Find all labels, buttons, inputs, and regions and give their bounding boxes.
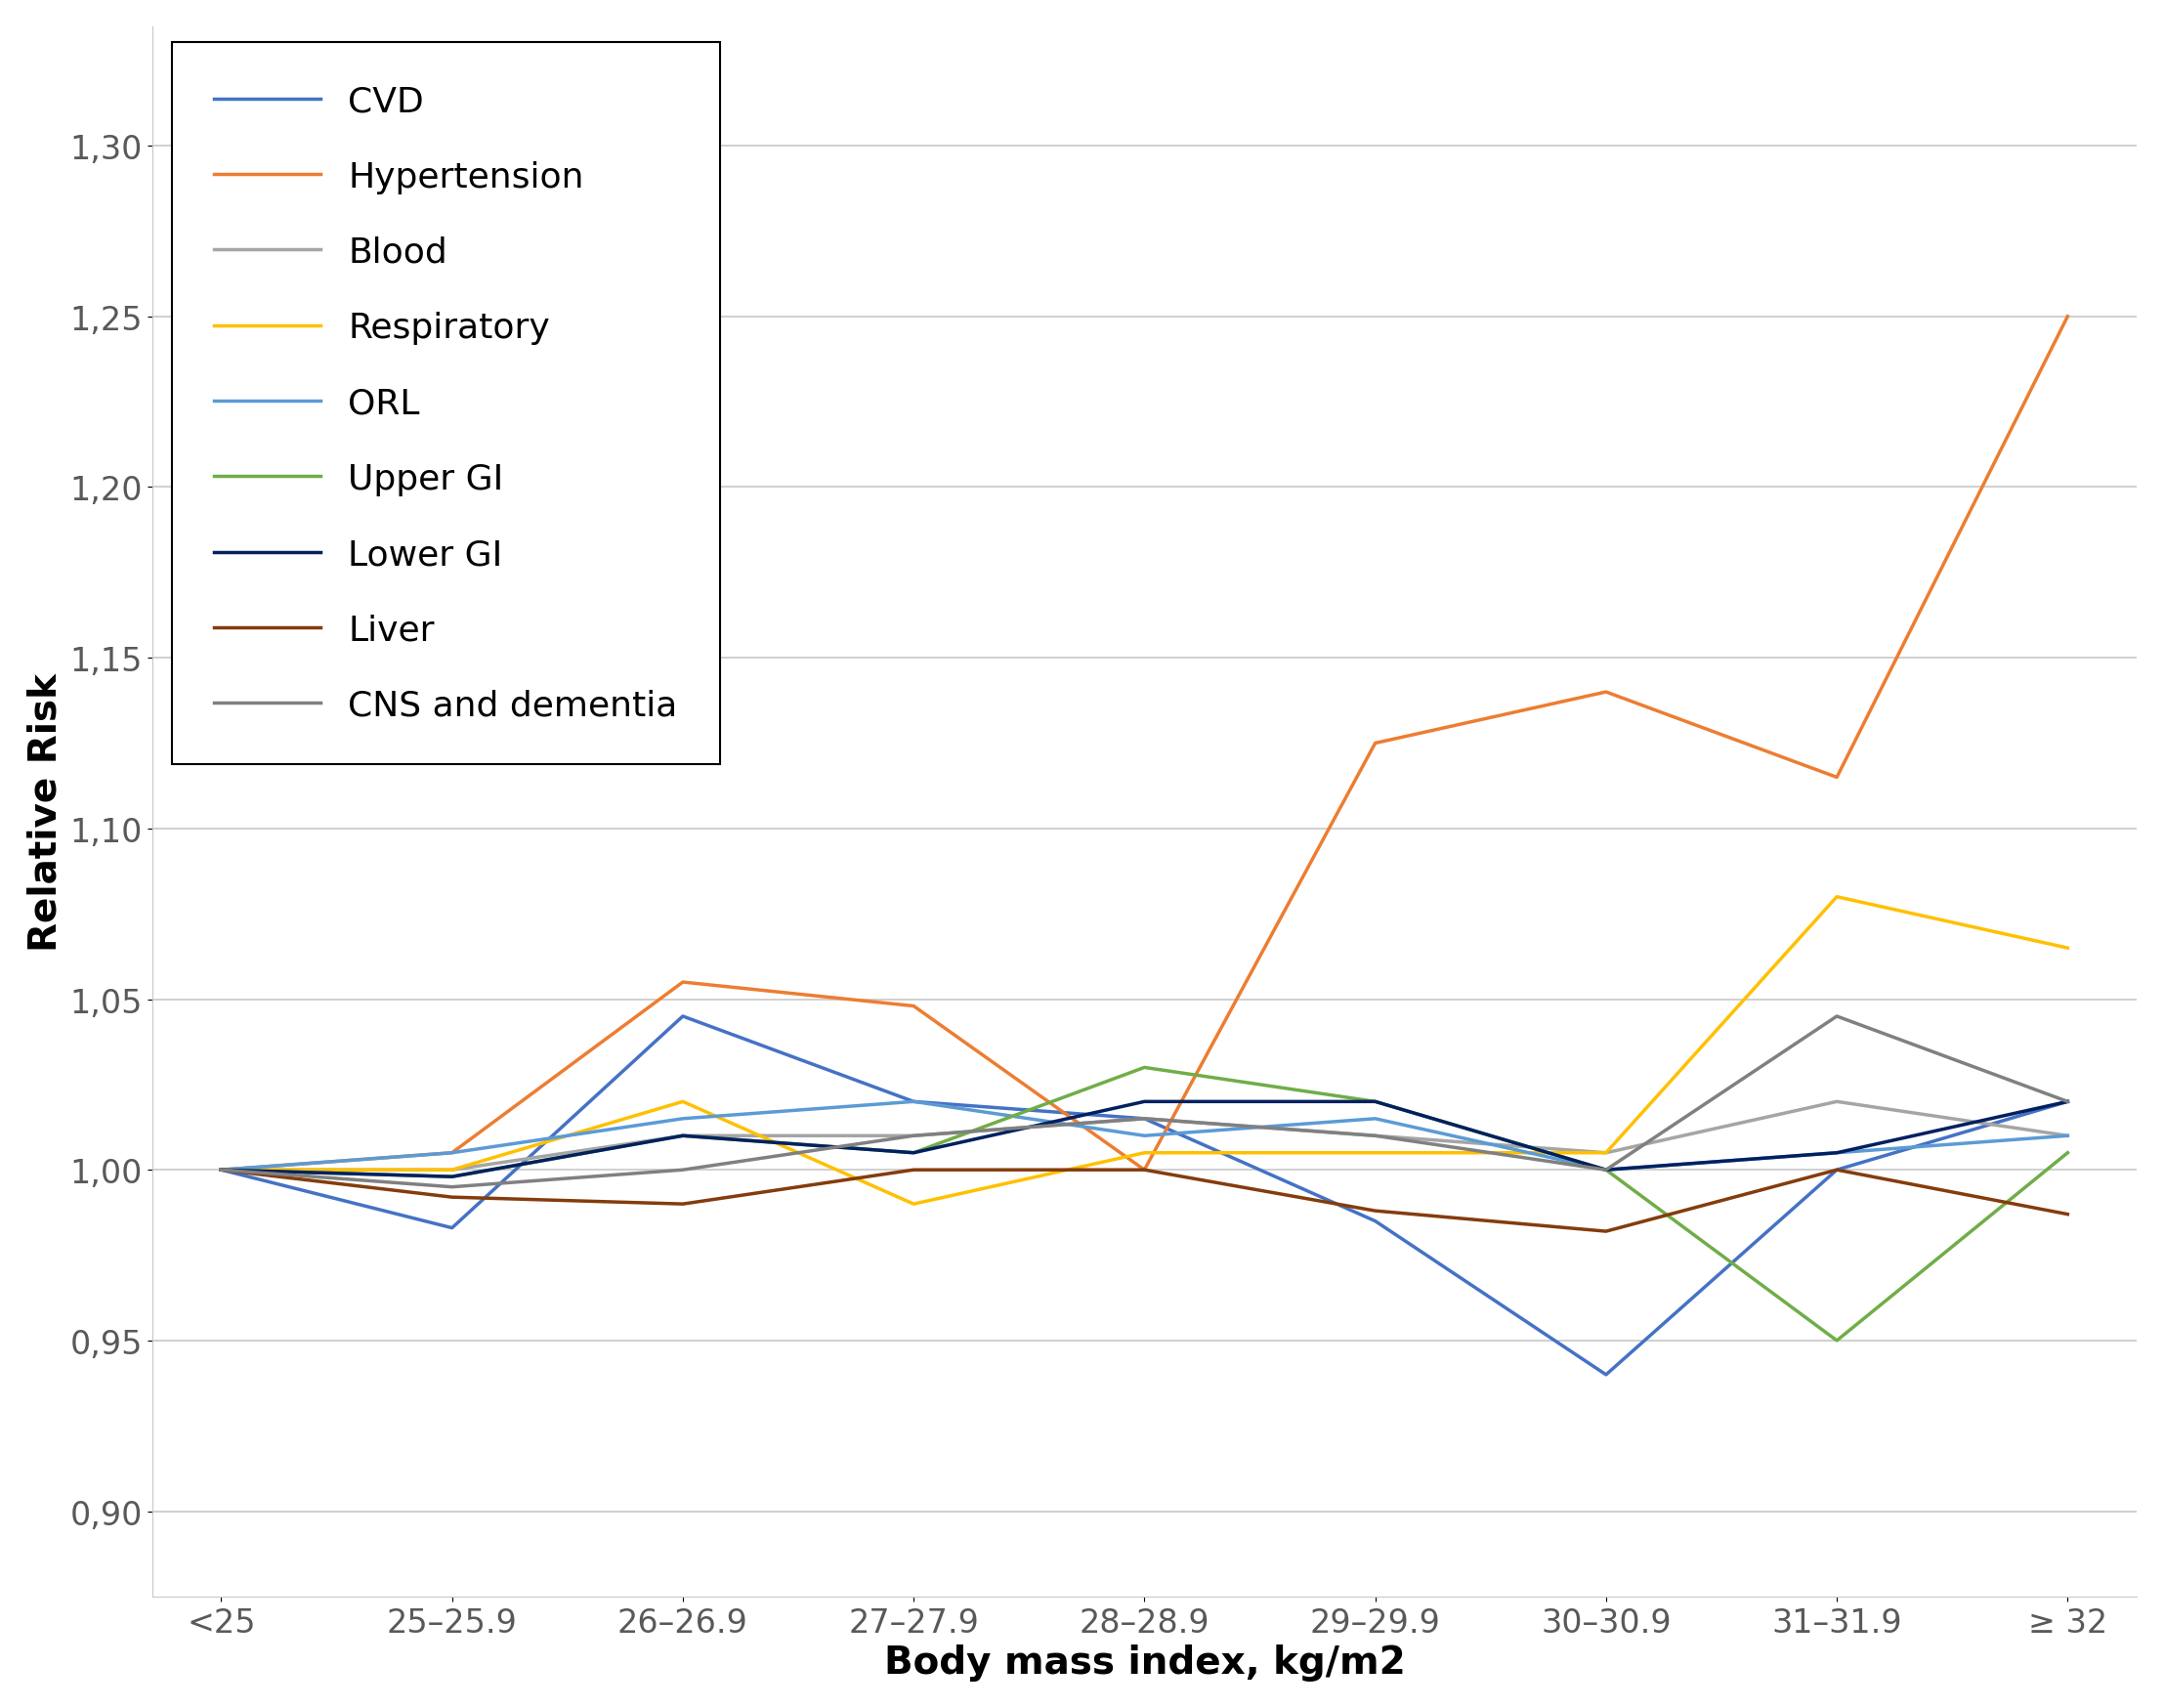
Respiratory	[671, 1091, 697, 1112]
Lower GI	[439, 1167, 465, 1187]
Blood	[1593, 1143, 1619, 1163]
CVD	[1361, 1211, 1387, 1231]
CVD	[671, 1006, 697, 1027]
CNS and dementia	[1132, 1108, 1158, 1129]
CNS and dementia	[1361, 1126, 1387, 1146]
CVD	[208, 1160, 234, 1180]
Line: Upper GI: Upper GI	[221, 1068, 2067, 1341]
Upper GI	[2054, 1143, 2080, 1163]
Upper GI	[208, 1160, 234, 1180]
Hypertension	[1593, 681, 1619, 702]
Blood	[671, 1126, 697, 1146]
CVD	[439, 1218, 465, 1238]
Line: Blood: Blood	[221, 1102, 2067, 1170]
Blood	[2054, 1126, 2080, 1146]
CNS and dementia	[208, 1160, 234, 1180]
CNS and dementia	[439, 1177, 465, 1197]
Upper GI	[1132, 1057, 1158, 1078]
Blood	[1132, 1108, 1158, 1129]
Line: ORL: ORL	[221, 1102, 2067, 1170]
Liver	[1361, 1201, 1387, 1221]
Respiratory	[1593, 1143, 1619, 1163]
Blood	[208, 1160, 234, 1180]
Line: CNS and dementia: CNS and dementia	[221, 1016, 2067, 1187]
Lower GI	[671, 1126, 697, 1146]
Lower GI	[1132, 1091, 1158, 1112]
Liver	[1132, 1160, 1158, 1180]
X-axis label: Body mass index, kg/m2: Body mass index, kg/m2	[883, 1643, 1404, 1681]
Y-axis label: Relative Risk: Relative Risk	[28, 673, 65, 951]
CNS and dementia	[1593, 1160, 1619, 1180]
ORL	[208, 1160, 234, 1180]
CVD	[1132, 1108, 1158, 1129]
Hypertension	[1361, 733, 1387, 753]
Hypertension	[208, 1160, 234, 1180]
Line: CVD: CVD	[221, 1016, 2067, 1375]
CVD	[2054, 1091, 2080, 1112]
Hypertension	[1132, 1160, 1158, 1180]
CNS and dementia	[1824, 1006, 1850, 1027]
Respiratory	[208, 1160, 234, 1180]
Hypertension	[900, 996, 926, 1016]
Legend: CVD, Hypertension, Blood, Respiratory, ORL, Upper GI, Lower GI, Liver, CNS and d: CVD, Hypertension, Blood, Respiratory, O…	[171, 43, 721, 765]
ORL	[1361, 1108, 1387, 1129]
Line: Respiratory: Respiratory	[221, 897, 2067, 1204]
ORL	[1593, 1160, 1619, 1180]
ORL	[671, 1108, 697, 1129]
Blood	[439, 1160, 465, 1180]
Blood	[1361, 1126, 1387, 1146]
Line: Liver: Liver	[221, 1170, 2067, 1231]
Lower GI	[1824, 1143, 1850, 1163]
CNS and dementia	[900, 1126, 926, 1146]
Hypertension	[1824, 767, 1850, 787]
Lower GI	[2054, 1091, 2080, 1112]
Liver	[2054, 1204, 2080, 1225]
CVD	[900, 1091, 926, 1112]
ORL	[439, 1143, 465, 1163]
Upper GI	[439, 1167, 465, 1187]
Liver	[208, 1160, 234, 1180]
Respiratory	[439, 1160, 465, 1180]
Line: Lower GI: Lower GI	[221, 1102, 2067, 1177]
CVD	[1593, 1365, 1619, 1385]
Hypertension	[671, 972, 697, 992]
Hypertension	[439, 1143, 465, 1163]
ORL	[1132, 1126, 1158, 1146]
Respiratory	[2054, 938, 2080, 958]
Upper GI	[1824, 1331, 1850, 1351]
Line: Hypertension: Hypertension	[221, 318, 2067, 1170]
Hypertension	[2054, 307, 2080, 328]
Lower GI	[1361, 1091, 1387, 1112]
Upper GI	[671, 1126, 697, 1146]
Respiratory	[1132, 1143, 1158, 1163]
Upper GI	[1361, 1091, 1387, 1112]
CVD	[1824, 1160, 1850, 1180]
Liver	[900, 1160, 926, 1180]
CNS and dementia	[2054, 1091, 2080, 1112]
Liver	[1824, 1160, 1850, 1180]
ORL	[900, 1091, 926, 1112]
Respiratory	[900, 1194, 926, 1214]
Respiratory	[1824, 886, 1850, 907]
ORL	[2054, 1126, 2080, 1146]
ORL	[1824, 1143, 1850, 1163]
Upper GI	[900, 1143, 926, 1163]
Lower GI	[900, 1143, 926, 1163]
Lower GI	[208, 1160, 234, 1180]
Blood	[1824, 1091, 1850, 1112]
Blood	[900, 1126, 926, 1146]
Respiratory	[1361, 1143, 1387, 1163]
Liver	[1593, 1221, 1619, 1242]
Liver	[671, 1194, 697, 1214]
CNS and dementia	[671, 1160, 697, 1180]
Upper GI	[1593, 1160, 1619, 1180]
Lower GI	[1593, 1160, 1619, 1180]
Liver	[439, 1187, 465, 1208]
